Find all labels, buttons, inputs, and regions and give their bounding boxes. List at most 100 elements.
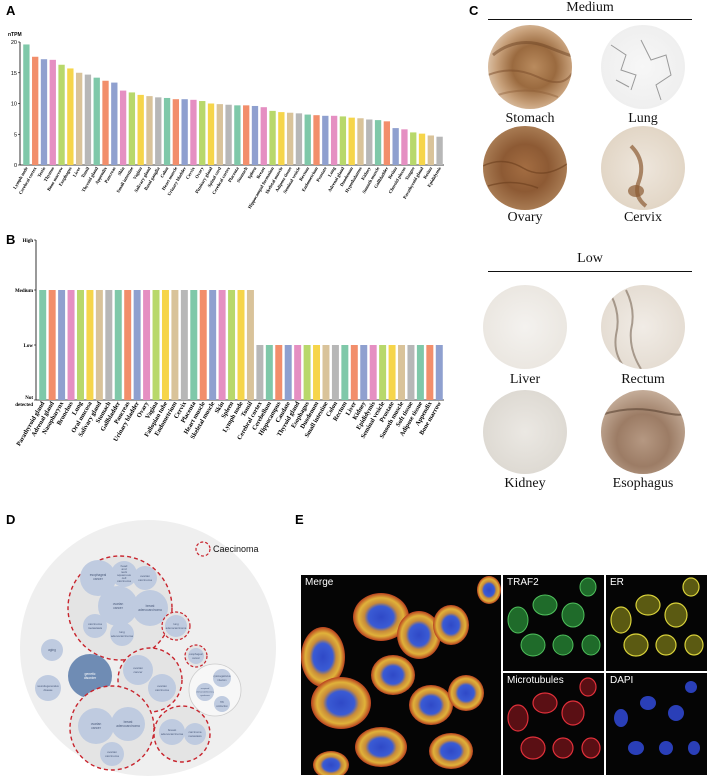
legend-caecinoma: Caecinoma xyxy=(213,544,259,554)
tissue-image-cervix xyxy=(601,126,685,210)
chart-a-bar xyxy=(295,113,303,165)
tissue-label-kidney: Kidney xyxy=(504,476,546,491)
chart-a-bar xyxy=(374,120,382,165)
label-b17-2: coinfection xyxy=(216,705,228,708)
bubble-cmv-infection xyxy=(213,669,231,687)
label-b6-1: carcinoma xyxy=(88,622,102,626)
chart-a-bar xyxy=(436,136,443,165)
label-b3-1: ovarian xyxy=(140,574,150,578)
bubble-esophageal-cancer-1 xyxy=(80,560,116,596)
chart-a-category-label: Spleen xyxy=(246,166,257,180)
bubble-chart-d: esophageal cancer head and neck squamous… xyxy=(20,520,276,776)
label-b16-1: acquired xyxy=(201,687,210,690)
chart-b-bar xyxy=(322,345,330,400)
bubble-ovarian-cancer-3 xyxy=(78,708,114,744)
chart-a-bar xyxy=(199,101,206,165)
chart-a-bar xyxy=(190,99,197,165)
chart-a-ylabel: nTPM xyxy=(8,32,22,38)
legend-dashed-circle xyxy=(195,541,211,557)
label-b2-5: cell xyxy=(122,576,127,580)
chart-a-bar xyxy=(40,59,48,165)
chart-a-bar xyxy=(286,112,294,165)
low-rule xyxy=(488,271,692,272)
chart-a-category-label: Skin xyxy=(117,166,126,177)
bubble-hnscc xyxy=(111,561,137,587)
bubble-lung-adenocarcinoma-1 xyxy=(110,622,134,646)
label-b18-1: ovarian xyxy=(91,722,102,726)
chart-a-bar xyxy=(102,80,109,165)
bubble-breast-adenocarcinoma-3 xyxy=(159,719,185,745)
label-b22-2: metastasis xyxy=(188,734,202,738)
label-b20-1: ovarian xyxy=(107,750,117,754)
label-b2-1: head xyxy=(121,564,128,568)
label-b9-2: adenocarcinoma xyxy=(166,626,187,630)
chart-a-bar xyxy=(392,128,399,165)
chart-a-category-label: Retina xyxy=(387,165,398,179)
chart-a-ytick-label: 5 xyxy=(14,132,17,138)
chart-a-bar xyxy=(366,119,373,165)
chart-a-bar xyxy=(181,99,188,165)
chart-a-bar xyxy=(304,114,311,165)
chart-a-category-label: Tongue xyxy=(404,166,416,181)
chart-a-bar xyxy=(67,68,74,165)
chart-a-bar xyxy=(234,105,241,165)
bubble-ovarian-cancer-1 xyxy=(98,586,138,626)
chart-a-bar xyxy=(348,117,355,165)
label-b2-3: neck xyxy=(121,570,128,574)
chart-a-category-label: Colon xyxy=(159,166,169,179)
chart-b-bar xyxy=(143,290,151,400)
chart-b-bar xyxy=(237,290,245,400)
tissue-image-ovary xyxy=(483,126,567,210)
bubble-breast-adenocarcinoma-2 xyxy=(111,707,145,741)
chart-a-bar xyxy=(84,74,92,165)
chart-b-bar xyxy=(407,345,415,400)
label-b4-2: cancer xyxy=(113,606,124,610)
chart-a-bar xyxy=(260,107,267,165)
tissue-image-rectum xyxy=(601,285,685,369)
if-panel-merge: Merge xyxy=(300,574,502,776)
bubble-carcinoma-metastasis-1 xyxy=(83,614,107,638)
if-panel-er: ER xyxy=(605,574,708,672)
if-label-merge: Merge xyxy=(305,577,334,588)
if-label-er: ER xyxy=(610,577,624,588)
bubble-aging xyxy=(41,639,63,661)
chart-a-bar xyxy=(410,132,417,165)
chart-b-bar xyxy=(426,345,434,400)
chart-b-bar xyxy=(218,290,226,400)
label-b12-2: cancer xyxy=(133,670,142,674)
label-b13-1: ovarian xyxy=(157,684,167,688)
label-b12-1: ovarian xyxy=(133,666,143,670)
chart-b-bar xyxy=(398,345,406,400)
chart-b-ytick-label: High xyxy=(22,239,33,244)
tissue-label-lung: Lung xyxy=(628,111,658,126)
chart-b-bar xyxy=(171,290,179,400)
chart-a-bar xyxy=(251,105,259,165)
bubble-genetic-disorder xyxy=(68,654,112,698)
chart-b-bar xyxy=(58,290,66,400)
chart-a-bar xyxy=(32,56,39,166)
chart-b-bar xyxy=(303,345,311,400)
label-b9-1: lung xyxy=(173,622,179,626)
chart-a-bar xyxy=(278,112,285,165)
bubble-ovarian-carcinoma-2 xyxy=(148,674,176,702)
low-title: Low xyxy=(577,251,603,266)
label-b2-6: carcinoma xyxy=(117,579,131,583)
label-b7-2: adenocarcinoma xyxy=(111,634,134,638)
label-b11-2: disorder xyxy=(84,676,97,680)
bubble-ovarian-carcinoma-1 xyxy=(133,566,157,590)
label-b2-2: and xyxy=(121,567,126,571)
if-label-dapi: DAPI xyxy=(610,675,634,686)
label-b4-1: ovarian xyxy=(113,602,124,606)
chart-a-bar xyxy=(146,96,153,165)
chart-a-bar xyxy=(128,92,136,165)
chart-b-bar xyxy=(76,290,84,400)
chart-a-bar xyxy=(383,121,391,165)
chart-a-bar xyxy=(243,105,250,165)
chart-b-bar xyxy=(435,345,443,400)
chart-a-bar xyxy=(75,72,83,165)
chart-a-category-label: Vagina xyxy=(132,165,143,180)
chart-a-bar xyxy=(163,97,171,165)
chart-b-bar xyxy=(199,290,207,400)
chart-a-bar xyxy=(330,115,338,165)
